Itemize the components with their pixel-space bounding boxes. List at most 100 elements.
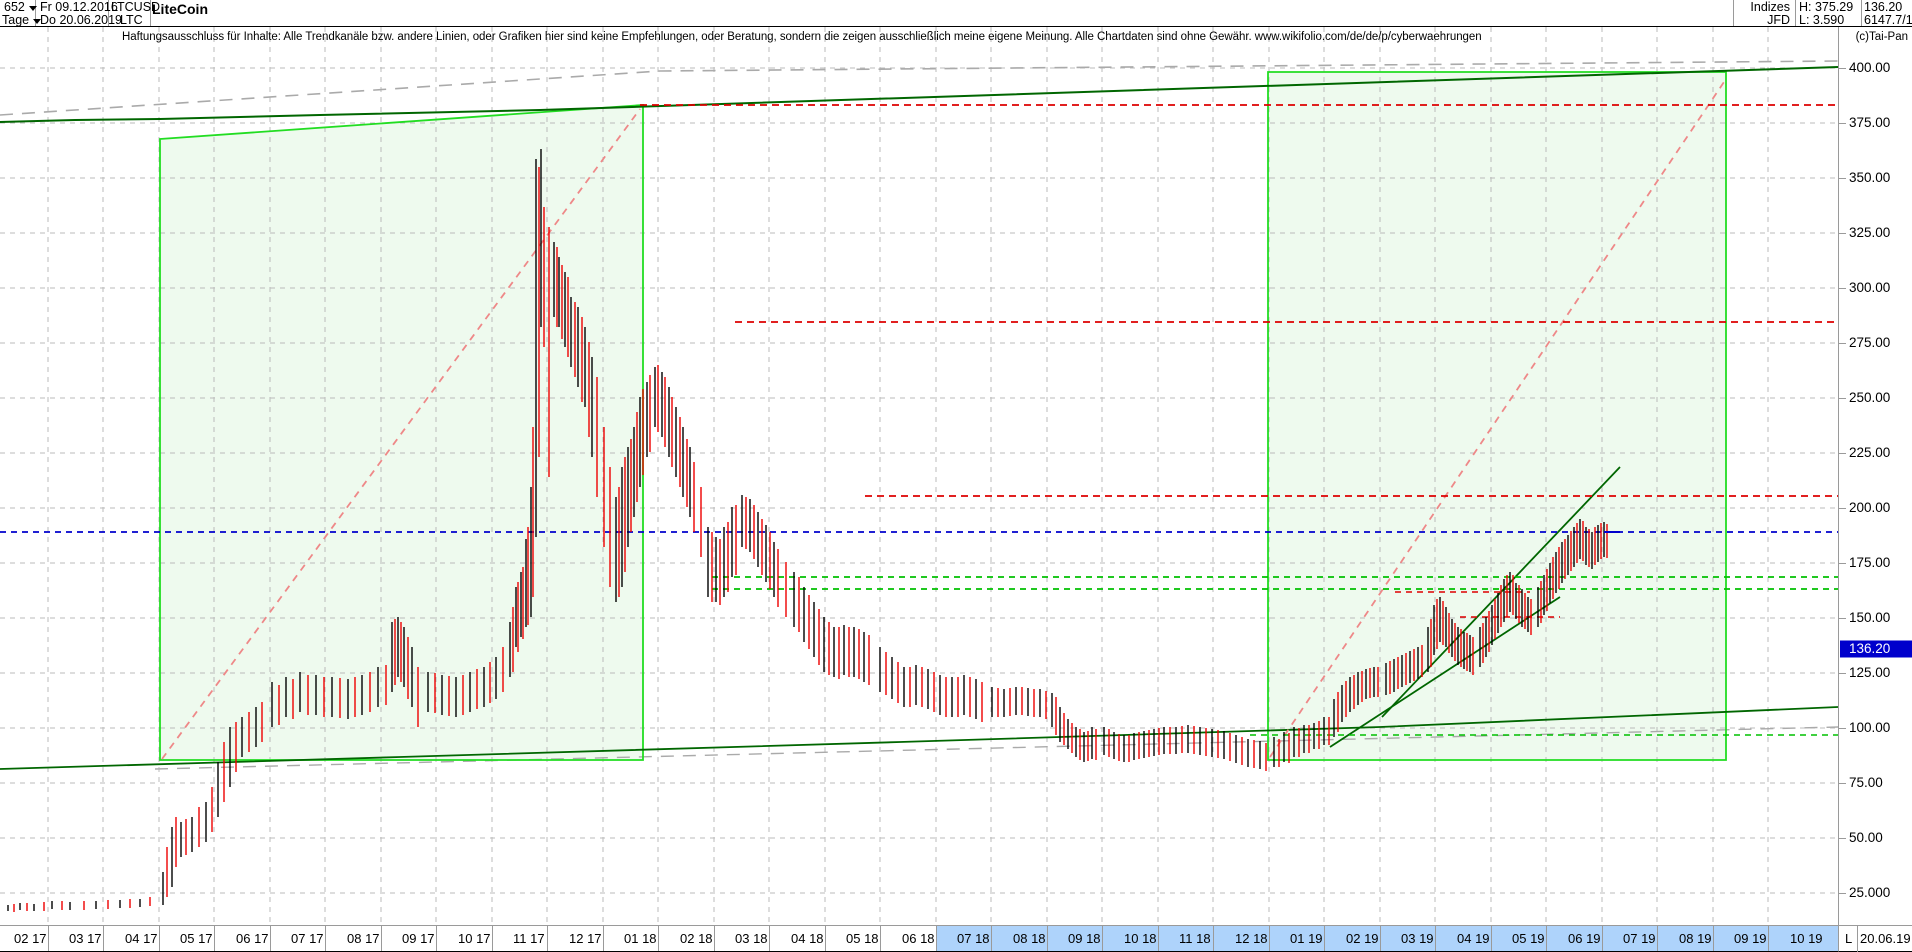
date-label-6: 08 17 <box>347 931 380 946</box>
price-label-400: 400.00 <box>1849 60 1891 75</box>
price-tick <box>1839 673 1846 674</box>
date-label-19: 09 18 <box>1068 931 1101 946</box>
price-tick <box>1839 728 1846 729</box>
bars-count-field[interactable] <box>0 0 36 26</box>
lower-boundary-grey-line <box>154 726 1838 770</box>
price-tick <box>1839 68 1846 69</box>
symbol-value: LTCUSD <box>111 0 161 14</box>
date-label-20: 10 18 <box>1124 931 1157 946</box>
symbol-short-value: LTC <box>120 13 143 27</box>
toolbar: 652 Tage Fr 09.12.2016 Do 20.06.2019 LTC… <box>0 0 1912 27</box>
price-tick <box>1839 343 1846 344</box>
cursor-readout: L 20.06.19 <box>1838 925 1912 952</box>
date-label-21: 11 18 <box>1179 931 1211 946</box>
date-label-12: 02 18 <box>680 931 713 946</box>
chart-svg <box>0 27 1838 925</box>
chart-plot-area[interactable] <box>0 27 1838 925</box>
date-label-22: 12 18 <box>1235 931 1268 946</box>
date-label-15: 05 18 <box>846 931 879 946</box>
date-label-25: 03 19 <box>1401 931 1434 946</box>
price-tick <box>1839 618 1846 619</box>
price-label-100: 100.00 <box>1849 720 1891 735</box>
date-label-10: 12 17 <box>569 931 602 946</box>
price-label-350: 350.00 <box>1849 170 1891 185</box>
date-label-3: 05 17 <box>180 931 213 946</box>
date-label-2: 04 17 <box>125 931 158 946</box>
price-label-175: 175.00 <box>1849 555 1891 570</box>
date-range-field[interactable] <box>36 0 109 26</box>
chevron-down-icon[interactable] <box>29 6 37 11</box>
date-from-value: Fr 09.12.2016 <box>40 0 118 14</box>
date-label-16: 06 18 <box>902 931 935 946</box>
price-label-275: 275.00 <box>1849 335 1891 350</box>
price-label-300: 300.00 <box>1849 280 1891 295</box>
long-term-support-line <box>0 706 1838 770</box>
bars-count-value: 652 <box>4 0 25 14</box>
cursor-marker-label: L <box>1845 931 1853 946</box>
instrument-title: LiteCoin <box>152 1 208 17</box>
date-label-11: 01 18 <box>624 931 657 946</box>
date-label-27: 05 19 <box>1512 931 1545 946</box>
cursor-date-label: 20.06.19 <box>1860 931 1911 946</box>
date-label-5: 07 17 <box>291 931 324 946</box>
date-label-28: 06 19 <box>1568 931 1601 946</box>
price-tick <box>1839 783 1846 784</box>
price-label-150: 150.00 <box>1849 610 1891 625</box>
date-label-14: 04 18 <box>791 931 824 946</box>
price-label-225: 225.00 <box>1849 445 1891 460</box>
price-tick <box>1839 508 1846 509</box>
date-label-23: 01 19 <box>1290 931 1323 946</box>
date-label-17: 07 18 <box>957 931 990 946</box>
projection-line-2017 <box>161 108 641 760</box>
group-divider <box>1733 0 1734 26</box>
price-tick <box>1839 398 1846 399</box>
price-divider <box>1861 0 1862 26</box>
date-label-4: 06 17 <box>236 931 269 946</box>
chart-container: 400.00 375.00 350.00 325.00 300.00 275.0… <box>0 27 1912 952</box>
date-label-9: 11 17 <box>513 931 545 946</box>
chevron-down-icon-interval[interactable] <box>33 19 41 24</box>
price-label-200: 200.00 <box>1849 500 1891 515</box>
period-low-label: L: 3.590 <box>1799 13 1845 27</box>
price-label-25: 25.000 <box>1849 885 1891 900</box>
provider-label: JFD <box>1767 13 1790 27</box>
date-axis[interactable]: 02 17 03 17 04 17 05 17 06 17 07 17 08 1… <box>0 925 1838 952</box>
volume-value: 6147.7/13 <box>1864 13 1912 27</box>
date-to-value: Do 20.06.2019 <box>40 13 123 27</box>
date-label-13: 03 18 <box>735 931 768 946</box>
price-label-75: 75.00 <box>1849 775 1883 790</box>
upper-boundary-grey-line <box>0 60 1838 116</box>
vendor-copyright: (c)Tai-Pan <box>1855 31 1908 43</box>
period-high-label: H: 375.29 <box>1799 0 1854 14</box>
date-label-26: 04 19 <box>1457 931 1490 946</box>
symbol-field[interactable] <box>109 0 151 26</box>
price-label-125: 125.00 <box>1849 665 1891 680</box>
price-axis[interactable]: 400.00 375.00 350.00 325.00 300.00 275.0… <box>1838 27 1912 925</box>
date-label-7: 09 17 <box>402 931 435 946</box>
date-label-31: 09 19 <box>1734 931 1767 946</box>
bull-channel-2019-outline <box>1267 71 1727 761</box>
price-tick <box>1839 288 1846 289</box>
price-tick <box>1839 838 1846 839</box>
date-label-1: 03 17 <box>69 931 102 946</box>
price-tick <box>1839 893 1846 894</box>
price-tick <box>1839 233 1846 234</box>
projection-line-2019 <box>1269 78 1727 758</box>
price-label-325: 325.00 <box>1849 225 1891 240</box>
current-price-label: 136.20 <box>1847 641 1893 657</box>
interval-value: Tage <box>2 13 30 27</box>
date-label-0: 02 17 <box>14 931 47 946</box>
hl-divider <box>1795 0 1796 26</box>
date-label-24: 02 19 <box>1346 931 1379 946</box>
date-label-32: 10 19 <box>1790 931 1823 946</box>
date-range-selection[interactable] <box>936 926 1838 951</box>
price-tick <box>1839 563 1846 564</box>
disclaimer-text: Haftungsausschluss für Inhalte: Alle Tre… <box>122 31 1482 43</box>
bull-channel-2019-zone <box>1268 72 1726 760</box>
price-tick <box>1839 178 1846 179</box>
price-bars <box>7 149 1608 912</box>
date-label-29: 07 19 <box>1623 931 1656 946</box>
price-tick <box>1839 123 1846 124</box>
group-label: Indizes <box>1750 0 1790 14</box>
